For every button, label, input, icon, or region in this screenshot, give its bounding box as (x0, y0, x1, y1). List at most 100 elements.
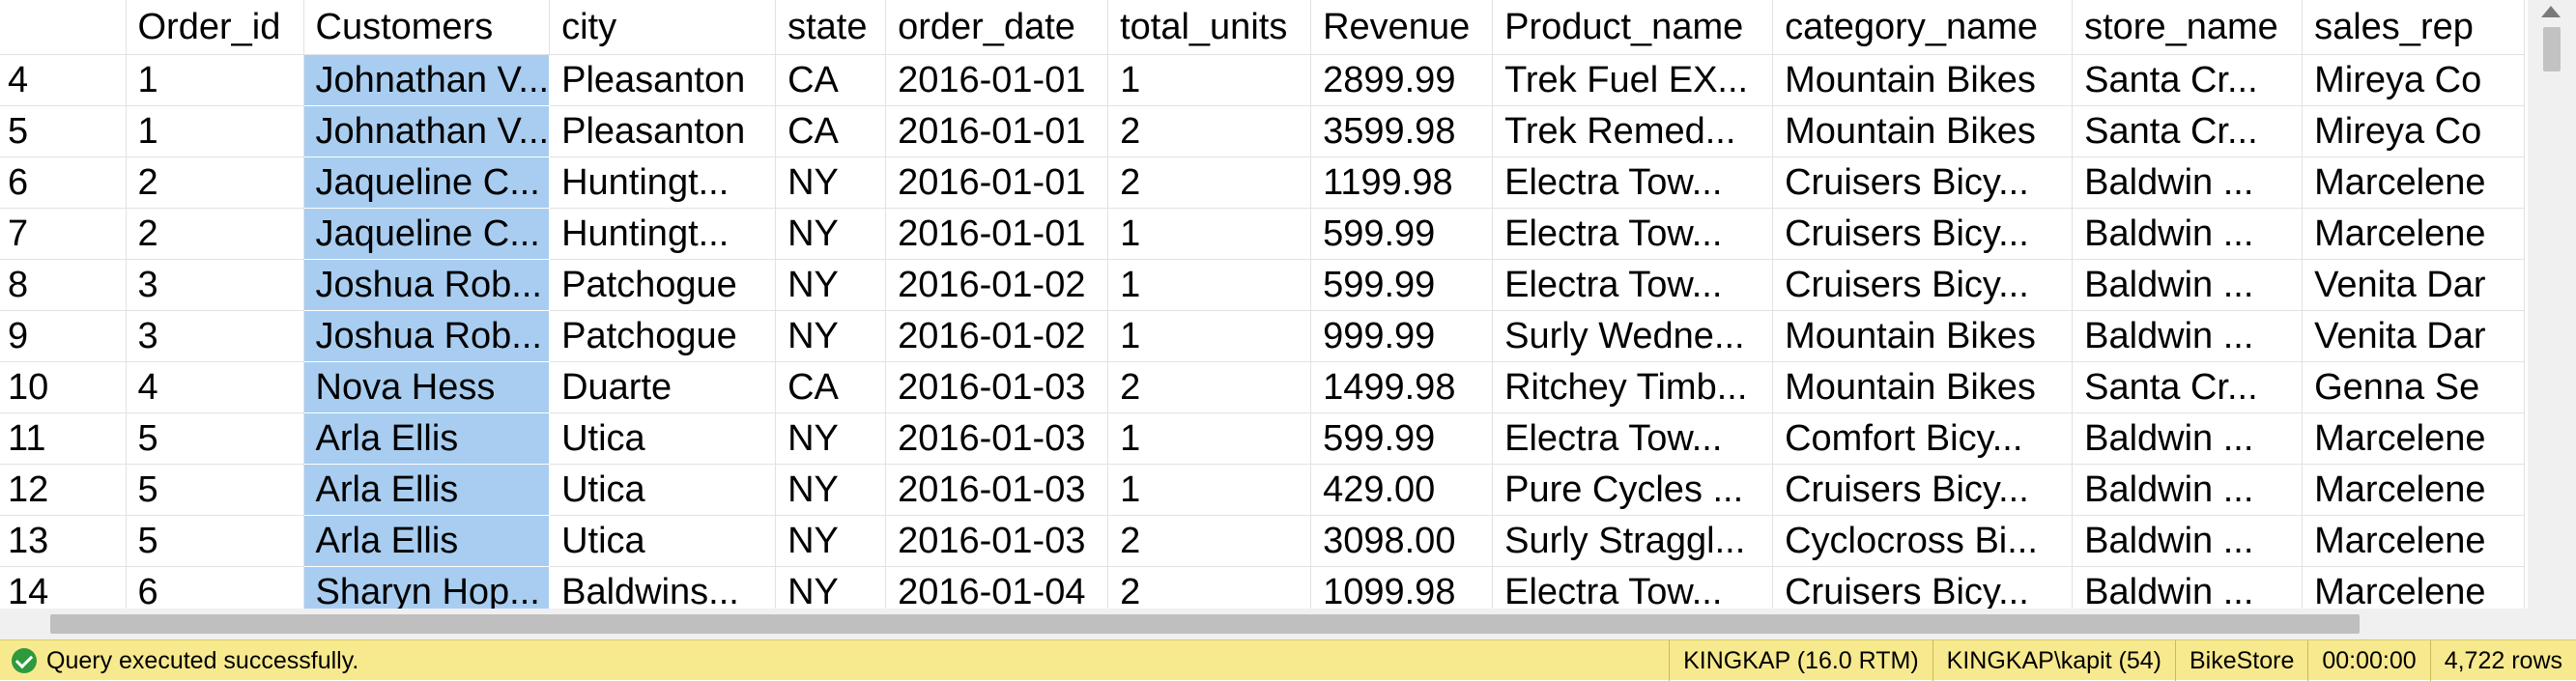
cell-product-name[interactable]: Electra Tow... (1492, 566, 1774, 609)
cell-sales-rep[interactable]: Mireya Co (2302, 105, 2526, 157)
cell-category-name[interactable]: Cyclocross Bi... (1772, 515, 2074, 567)
cell-order-id[interactable]: 3 (126, 259, 304, 311)
cell-product-name[interactable]: Trek Remed... (1492, 105, 1774, 157)
horizontal-scrollbar[interactable] (0, 609, 2576, 639)
cell-category-name[interactable]: Mountain Bikes (1772, 310, 2074, 362)
table-row[interactable]: 9 3 Joshua Rob... Patchogue NY 2016-01-02 1 999… (0, 310, 2526, 362)
cell-store-name[interactable]: Baldwin ... (2072, 464, 2304, 516)
cell-sales-rep[interactable]: Marcelene (2302, 464, 2526, 516)
column-header-total-units[interactable]: total_units (1107, 0, 1312, 55)
table-row[interactable]: 13 5 Arla Ellis Utica NY 2016-01-03 2 3098.00 Su… (0, 515, 2526, 567)
column-header-state[interactable]: state (775, 0, 887, 55)
cell-customers[interactable]: Arla Ellis (303, 412, 551, 465)
cell-state[interactable]: NY (775, 515, 887, 567)
cell-sales-rep[interactable]: Marcelene (2302, 412, 2526, 465)
cell-order-date[interactable]: 2016-01-03 (885, 464, 1109, 516)
cell-state[interactable]: NY (775, 259, 887, 311)
cell-revenue[interactable]: 3599.98 (1310, 105, 1494, 157)
cell-state[interactable]: NY (775, 464, 887, 516)
cell-product-name[interactable]: Surly Wedne... (1492, 310, 1774, 362)
cell-store-name[interactable]: Baldwin ... (2072, 259, 2304, 311)
cell-total-units[interactable]: 2 (1107, 361, 1312, 413)
cell-state[interactable]: NY (775, 310, 887, 362)
cell-total-units[interactable]: 1 (1107, 464, 1312, 516)
cell-city[interactable]: Pleasanton (549, 105, 777, 157)
vertical-scrollbar[interactable] (2528, 0, 2576, 609)
cell-order-id[interactable]: 1 (126, 54, 304, 106)
cell-city[interactable]: Utica (549, 412, 777, 465)
column-header-order-date[interactable]: order_date (885, 0, 1109, 55)
cell-sales-rep[interactable]: Marcelene (2302, 566, 2526, 609)
cell-category-name[interactable]: Cruisers Bicy... (1772, 464, 2074, 516)
cell-store-name[interactable]: Baldwin ... (2072, 515, 2304, 567)
cell-product-name[interactable]: Pure Cycles ... (1492, 464, 1774, 516)
cell-revenue[interactable]: 999.99 (1310, 310, 1494, 362)
cell-city[interactable]: Baldwins... (549, 566, 777, 609)
scroll-up-arrow-icon[interactable] (2528, 0, 2576, 25)
cell-store-name[interactable]: Santa Cr... (2072, 54, 2304, 106)
row-number-cell[interactable]: 13 (0, 515, 127, 567)
cell-customers[interactable]: Jaqueline C... (303, 156, 551, 209)
cell-category-name[interactable]: Mountain Bikes (1772, 105, 2074, 157)
cell-product-name[interactable]: Trek Fuel EX... (1492, 54, 1774, 106)
cell-product-name[interactable]: Electra Tow... (1492, 259, 1774, 311)
cell-store-name[interactable]: Baldwin ... (2072, 310, 2304, 362)
cell-sales-rep[interactable]: Venita Dar (2302, 259, 2526, 311)
cell-order-id[interactable]: 2 (126, 208, 304, 260)
cell-total-units[interactable]: 1 (1107, 412, 1312, 465)
cell-category-name[interactable]: Mountain Bikes (1772, 54, 2074, 106)
cell-category-name[interactable]: Cruisers Bicy... (1772, 208, 2074, 260)
cell-state[interactable]: NY (775, 156, 887, 209)
cell-order-date[interactable]: 2016-01-02 (885, 310, 1109, 362)
cell-revenue[interactable]: 429.00 (1310, 464, 1494, 516)
cell-state[interactable]: CA (775, 361, 887, 413)
cell-customers[interactable]: Joshua Rob... (303, 259, 551, 311)
column-header-row-number[interactable] (0, 0, 127, 55)
row-number-cell[interactable]: 11 (0, 412, 127, 465)
cell-city[interactable]: Utica (549, 515, 777, 567)
cell-product-name[interactable]: Electra Tow... (1492, 412, 1774, 465)
cell-order-date[interactable]: 2016-01-04 (885, 566, 1109, 609)
cell-store-name[interactable]: Baldwin ... (2072, 412, 2304, 465)
column-header-sales-rep[interactable]: sales_rep (2302, 0, 2526, 55)
cell-category-name[interactable]: Mountain Bikes (1772, 361, 2074, 413)
column-header-store-name[interactable]: store_name (2072, 0, 2304, 55)
cell-sales-rep[interactable]: Venita Dar (2302, 310, 2526, 362)
cell-order-id[interactable]: 5 (126, 515, 304, 567)
cell-total-units[interactable]: 1 (1107, 259, 1312, 311)
cell-revenue[interactable]: 599.99 (1310, 208, 1494, 260)
row-number-cell[interactable]: 7 (0, 208, 127, 260)
cell-city[interactable]: Utica (549, 464, 777, 516)
column-header-category-name[interactable]: category_name (1772, 0, 2074, 55)
table-row[interactable]: 4 1 Johnathan V... Pleasanton CA 2016-01-01 1 2… (0, 54, 2526, 106)
results-grid[interactable]: Order_id Customers city state order_date tota… (0, 0, 2528, 609)
cell-total-units[interactable]: 2 (1107, 105, 1312, 157)
cell-revenue[interactable]: 1199.98 (1310, 156, 1494, 209)
cell-city[interactable]: Patchogue (549, 259, 777, 311)
cell-city[interactable]: Duarte (549, 361, 777, 413)
cell-sales-rep[interactable]: Marcelene (2302, 208, 2526, 260)
cell-store-name[interactable]: Baldwin ... (2072, 156, 2304, 209)
cell-customers[interactable]: Arla Ellis (303, 515, 551, 567)
cell-order-date[interactable]: 2016-01-01 (885, 54, 1109, 106)
cell-city[interactable]: Huntingt... (549, 208, 777, 260)
table-row[interactable]: 14 6 Sharyn Hop... Baldwins... NY 2016-01-04 2… (0, 566, 2526, 609)
cell-store-name[interactable]: Baldwin ... (2072, 566, 2304, 609)
vertical-scroll-thumb[interactable] (2543, 27, 2561, 71)
cell-product-name[interactable]: Surly Straggl... (1492, 515, 1774, 567)
cell-order-date[interactable]: 2016-01-03 (885, 412, 1109, 465)
cell-order-id[interactable]: 5 (126, 412, 304, 465)
row-number-cell[interactable]: 12 (0, 464, 127, 516)
cell-revenue[interactable]: 1499.98 (1310, 361, 1494, 413)
cell-total-units[interactable]: 1 (1107, 310, 1312, 362)
cell-order-id[interactable]: 1 (126, 105, 304, 157)
cell-customers[interactable]: Joshua Rob... (303, 310, 551, 362)
cell-revenue[interactable]: 1099.98 (1310, 566, 1494, 609)
cell-order-id[interactable]: 6 (126, 566, 304, 609)
horizontal-scroll-thumb[interactable] (50, 614, 2360, 634)
cell-category-name[interactable]: Cruisers Bicy... (1772, 259, 2074, 311)
cell-sales-rep[interactable]: Mireya Co (2302, 54, 2526, 106)
row-number-cell[interactable]: 10 (0, 361, 127, 413)
cell-revenue[interactable]: 599.99 (1310, 259, 1494, 311)
cell-store-name[interactable]: Santa Cr... (2072, 361, 2304, 413)
